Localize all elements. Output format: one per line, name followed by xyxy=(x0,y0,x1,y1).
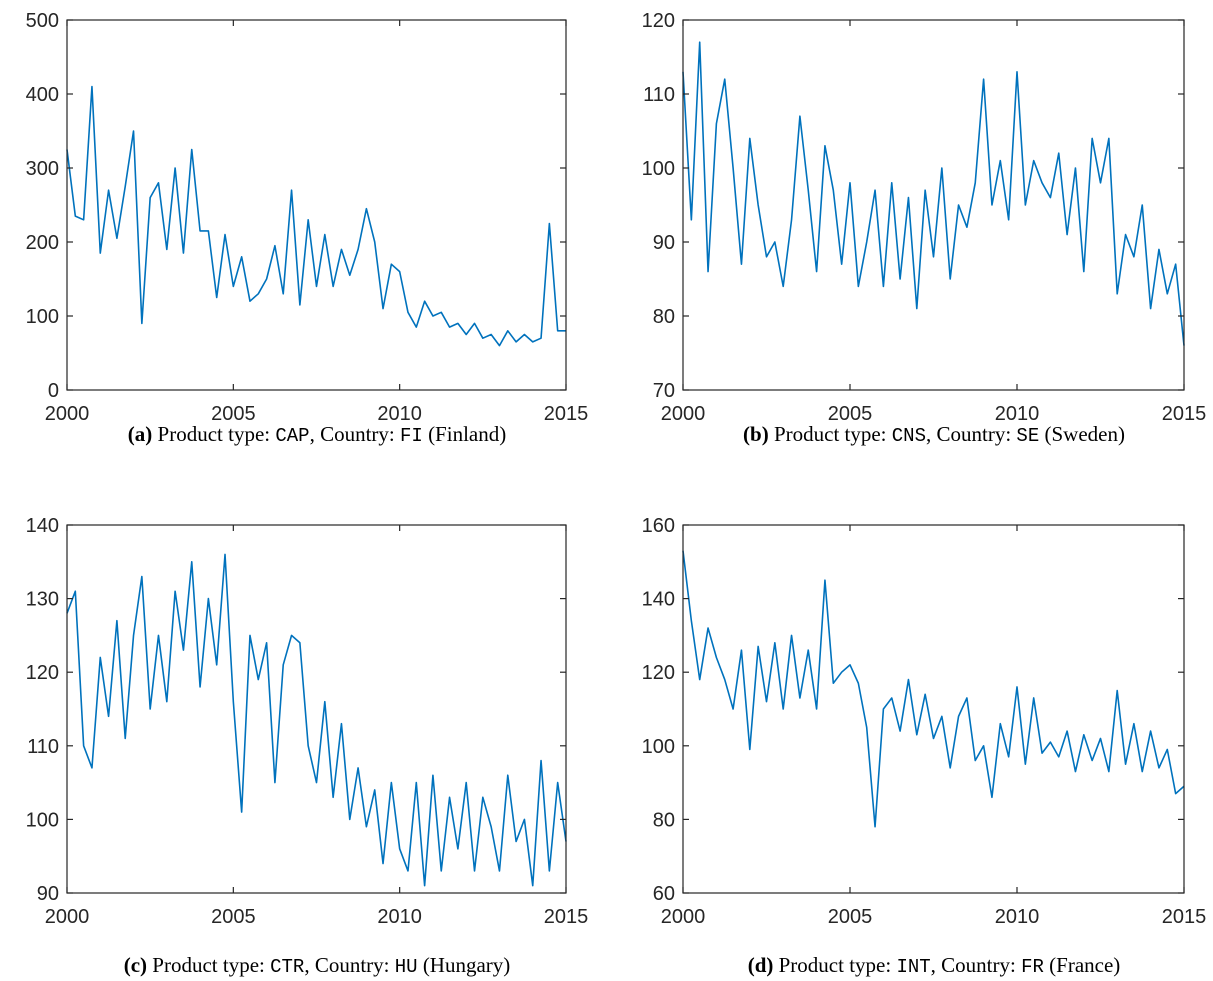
x-tick-label: 2000 xyxy=(661,403,706,425)
x-tick-label: 2015 xyxy=(544,906,589,928)
y-tick-label: 100 xyxy=(642,158,675,180)
data-line xyxy=(682,41,1185,346)
y-tick-label: 120 xyxy=(26,662,59,684)
y-tick-label: 120 xyxy=(642,10,675,32)
y-tick-label: 60 xyxy=(653,883,675,905)
product-code: CNS xyxy=(891,425,926,447)
caption-text: Product type: xyxy=(778,953,892,977)
caption-text: Product type: xyxy=(152,953,265,977)
y-tick-label: 500 xyxy=(26,10,59,32)
y-tick-label: 140 xyxy=(642,589,675,611)
product-code: INT xyxy=(896,956,931,978)
product-code: CTR xyxy=(270,956,305,978)
product-code: CAP xyxy=(275,425,310,447)
y-tick-label: 400 xyxy=(26,84,59,106)
country-code: SE xyxy=(1016,425,1040,447)
y-tick-label: 90 xyxy=(37,883,59,905)
x-tick-label: 2000 xyxy=(45,906,90,928)
y-tick-label: 120 xyxy=(642,662,675,684)
x-tick-label: 2010 xyxy=(995,403,1040,425)
caption-text: , Country: xyxy=(926,422,1012,446)
axes-box xyxy=(66,19,567,391)
x-tick-label: 2010 xyxy=(377,403,422,425)
country-name: (Hungary) xyxy=(422,953,511,977)
x-tick-label: 2015 xyxy=(1162,906,1207,928)
x-tick-label: 2010 xyxy=(377,906,422,928)
y-tick-label: 110 xyxy=(27,736,59,758)
caption: (c) Product type: CTR, Country: HU (Hung… xyxy=(37,953,597,978)
caption-text: Product type: xyxy=(773,422,887,446)
y-tick-label: 100 xyxy=(26,306,59,328)
x-tick-label: 2000 xyxy=(661,906,706,928)
data-line xyxy=(66,85,566,347)
country-name: (France) xyxy=(1049,953,1121,977)
data-line xyxy=(682,550,1185,828)
x-tick-label: 2000 xyxy=(45,403,90,425)
caption-label: (a) xyxy=(127,422,153,446)
caption: (b) Product type: CNS, Country: SE (Swed… xyxy=(654,422,1213,447)
y-tick-label: 300 xyxy=(26,158,59,180)
caption-text: , Country: xyxy=(930,953,1016,977)
country-code: FI xyxy=(400,425,423,447)
country-code: HU xyxy=(394,956,418,978)
y-tick-label: 100 xyxy=(642,736,675,758)
caption: (d) Product type: INT, Country: FR (Fran… xyxy=(654,953,1213,978)
y-tick-label: 140 xyxy=(26,515,59,537)
caption-text: , Country: xyxy=(309,422,395,446)
y-tick-label: 160 xyxy=(642,515,675,537)
y-tick-label: 200 xyxy=(26,232,59,254)
x-tick-label: 2005 xyxy=(211,403,256,425)
x-tick-label: 2005 xyxy=(828,906,873,928)
country-name: (Sweden) xyxy=(1044,422,1125,446)
y-tick-label: 100 xyxy=(26,809,59,831)
caption: (a) Product type: CAP, Country: FI (Finl… xyxy=(37,422,597,447)
y-tick-label: 110 xyxy=(643,84,675,106)
axes-box xyxy=(66,524,567,894)
caption-text: , Country: xyxy=(304,953,390,977)
y-tick-label: 80 xyxy=(653,306,675,328)
y-tick-label: 80 xyxy=(653,809,675,831)
country-code: FR xyxy=(1021,956,1044,978)
caption-label: (c) xyxy=(123,953,148,977)
x-tick-label: 2005 xyxy=(211,906,256,928)
y-tick-label: 0 xyxy=(48,380,59,402)
x-tick-label: 2015 xyxy=(1162,403,1207,425)
data-line xyxy=(66,553,567,887)
y-tick-label: 70 xyxy=(653,380,675,402)
caption-text: Product type: xyxy=(157,422,271,446)
caption-label: (d) xyxy=(747,953,774,977)
caption-label: (b) xyxy=(743,422,769,446)
y-tick-label: 130 xyxy=(26,589,59,611)
x-tick-label: 2010 xyxy=(995,906,1040,928)
x-tick-label: 2015 xyxy=(544,403,589,425)
axes-box xyxy=(682,19,1185,391)
y-tick-label: 90 xyxy=(653,232,675,254)
country-name: (Finland) xyxy=(428,422,507,446)
x-tick-label: 2005 xyxy=(828,403,873,425)
axes-box xyxy=(682,524,1185,894)
